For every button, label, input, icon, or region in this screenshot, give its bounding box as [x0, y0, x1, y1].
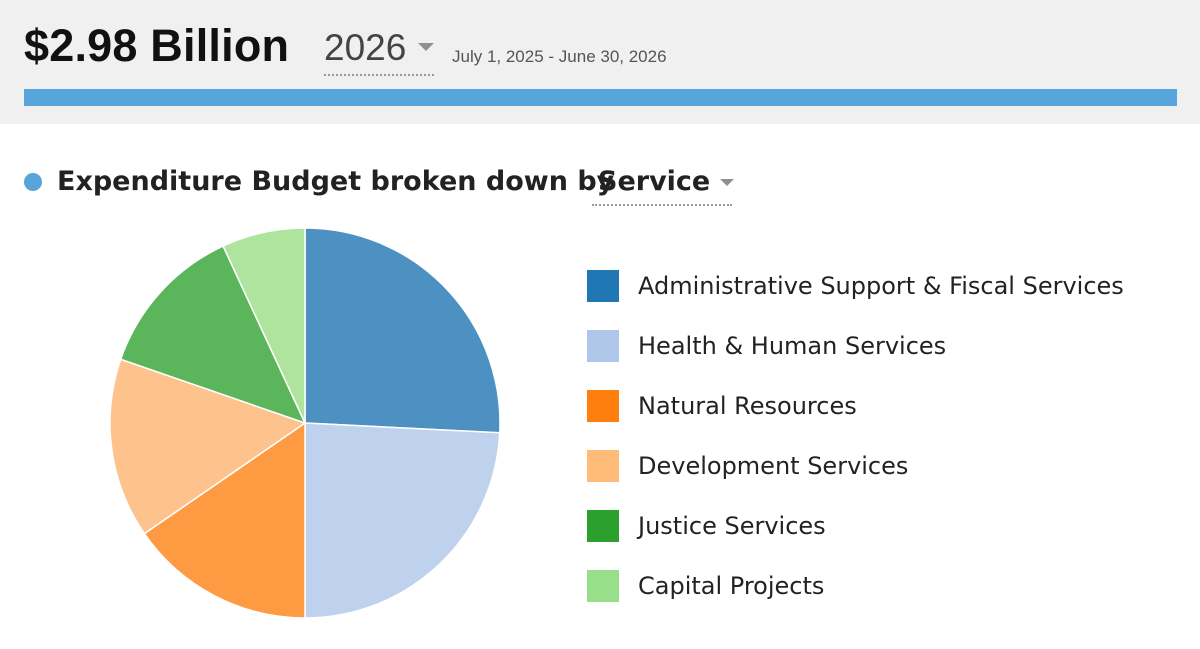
budget-header: $2.98 Billion 2026 July 1, 2025 - June 3… — [0, 0, 1200, 124]
pie-slice-2[interactable] — [304, 422, 501, 619]
breakdown-value: Service — [598, 166, 711, 197]
pie-slice-6[interactable] — [222, 227, 306, 424]
chevron-down-icon — [418, 43, 435, 51]
legend-swatch — [587, 330, 619, 362]
pie-chart — [100, 218, 510, 628]
year-value: 2026 — [324, 27, 407, 68]
pie-slice-1[interactable] — [304, 227, 501, 434]
budget-bar — [24, 89, 1177, 106]
legend-item[interactable]: Health & Human Services — [587, 316, 1124, 376]
legend-label: Health & Human Services — [638, 332, 947, 360]
section-bullet-icon — [24, 173, 42, 191]
pie-slice-5[interactable] — [119, 245, 307, 425]
chart-legend: Administrative Support & Fiscal Services… — [587, 256, 1124, 616]
legend-item[interactable]: Justice Services — [587, 496, 1124, 556]
legend-swatch — [587, 450, 619, 482]
legend-swatch — [587, 390, 619, 422]
chevron-down-icon — [720, 179, 735, 186]
year-dropdown[interactable]: 2026 — [324, 26, 435, 76]
legend-item[interactable]: Administrative Support & Fiscal Services — [587, 256, 1124, 316]
legend-item[interactable]: Capital Projects — [587, 556, 1124, 616]
legend-label: Justice Services — [638, 512, 826, 540]
legend-label: Administrative Support & Fiscal Services — [638, 272, 1124, 300]
pie-chart-svg — [109, 227, 501, 619]
legend-label: Capital Projects — [638, 572, 825, 600]
section-title: Expenditure Budget broken down by — [57, 166, 615, 197]
budget-total: $2.98 Billion — [24, 20, 290, 71]
pie-slice-3[interactable] — [143, 421, 306, 619]
legend-item[interactable]: Natural Resources — [587, 376, 1124, 436]
fiscal-date-range: July 1, 2025 - June 30, 2026 — [452, 47, 667, 66]
pie-slice-4[interactable] — [109, 358, 307, 535]
breakdown-dropdown[interactable]: Service — [592, 164, 735, 206]
legend-label: Natural Resources — [638, 392, 857, 420]
legend-swatch — [587, 570, 619, 602]
legend-swatch — [587, 510, 619, 542]
legend-item[interactable]: Development Services — [587, 436, 1124, 496]
legend-swatch — [587, 270, 619, 302]
legend-label: Development Services — [638, 452, 909, 480]
